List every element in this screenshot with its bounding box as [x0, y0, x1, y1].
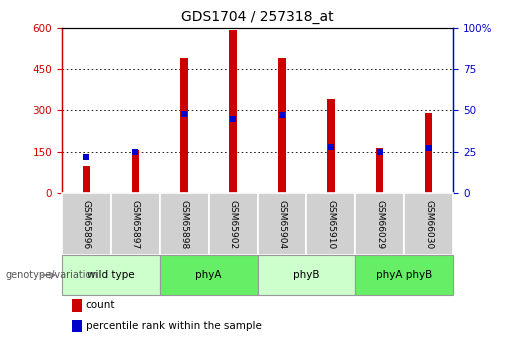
- Text: GSM65896: GSM65896: [82, 200, 91, 249]
- Title: GDS1704 / 257318_at: GDS1704 / 257318_at: [181, 10, 334, 24]
- Text: GSM65904: GSM65904: [278, 200, 286, 249]
- Bar: [209, 193, 258, 255]
- Bar: [258, 255, 355, 295]
- Bar: [160, 255, 258, 295]
- Bar: [111, 193, 160, 255]
- Bar: [355, 193, 404, 255]
- Bar: [278, 58, 286, 193]
- Text: GSM66030: GSM66030: [424, 200, 433, 249]
- Text: phyA: phyA: [195, 270, 222, 280]
- Bar: [306, 193, 355, 255]
- Bar: [258, 193, 306, 255]
- Bar: [404, 193, 453, 255]
- Text: genotype/variation: genotype/variation: [5, 270, 98, 280]
- Bar: [180, 58, 188, 193]
- Bar: [355, 255, 453, 295]
- Text: count: count: [86, 300, 115, 310]
- Bar: [62, 255, 160, 295]
- Text: phyA phyB: phyA phyB: [376, 270, 433, 280]
- Text: GSM65898: GSM65898: [180, 200, 188, 249]
- Text: GSM65910: GSM65910: [327, 200, 335, 249]
- Bar: [72, 299, 82, 312]
- Bar: [62, 193, 111, 255]
- Text: GSM66029: GSM66029: [375, 200, 384, 249]
- Text: GSM65897: GSM65897: [131, 200, 140, 249]
- Bar: [327, 99, 335, 193]
- Text: percentile rank within the sample: percentile rank within the sample: [86, 321, 262, 331]
- Bar: [376, 148, 384, 193]
- Bar: [72, 320, 82, 332]
- Text: GSM65902: GSM65902: [229, 200, 237, 249]
- Bar: [425, 113, 433, 193]
- Bar: [229, 30, 237, 193]
- Bar: [160, 193, 209, 255]
- Text: phyB: phyB: [293, 270, 320, 280]
- Text: wild type: wild type: [87, 270, 134, 280]
- Bar: [82, 166, 90, 193]
- Bar: [131, 150, 139, 193]
